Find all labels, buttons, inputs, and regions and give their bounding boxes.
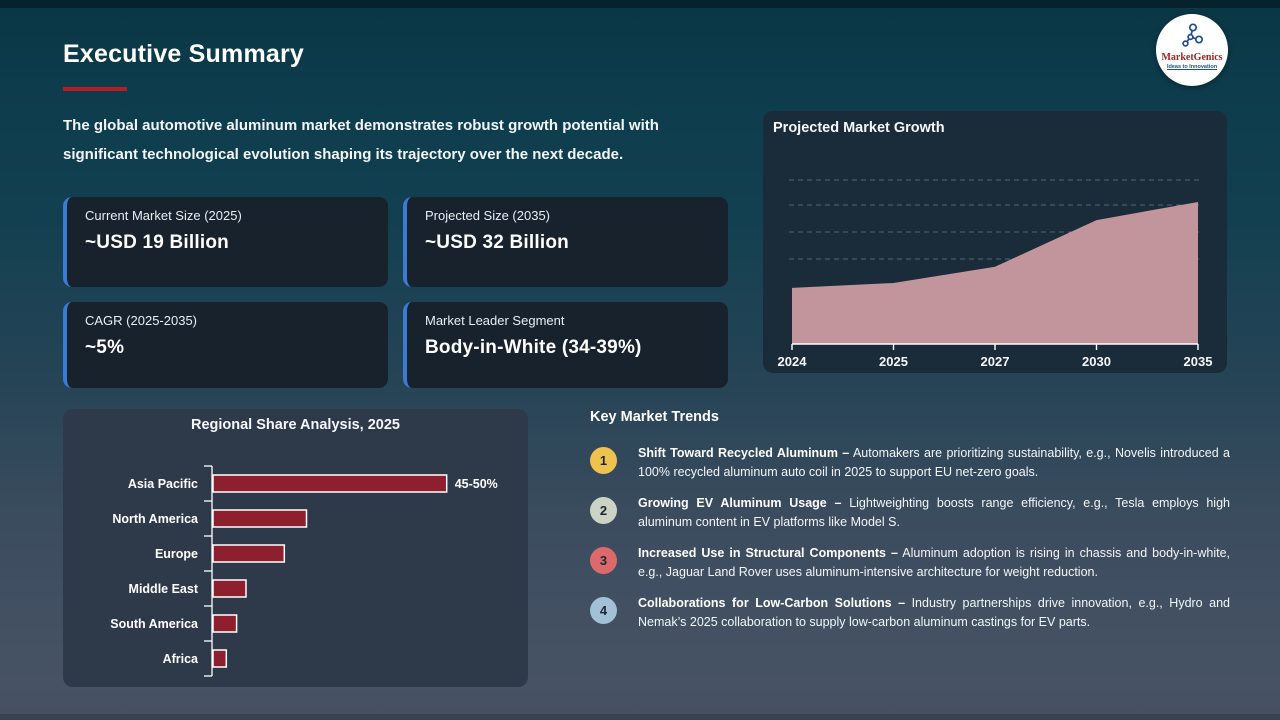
regional-share-bar-chart: Asia Pacific 45-50% North America Europe Mid…	[110, 465, 498, 677]
kpi-value: ~5%	[85, 337, 125, 358]
trend-text: Shift Toward Recycled Aluminum – Automak…	[638, 444, 1230, 481]
kpi-label: Current Market Size (2025)	[85, 208, 242, 223]
kpi-card-market-leader-segment: Market Leader Segment Body-in-White (34-…	[403, 302, 728, 388]
page-title: Executive Summary	[63, 40, 305, 68]
bar-category-label: South America	[110, 617, 199, 631]
key-market-trends-section: Key Market Trends 1 Shift Toward Recycle…	[590, 409, 1230, 644]
trend-number-badge: 1	[590, 447, 617, 474]
logo-tagline: Ideas to Innovation	[1166, 64, 1218, 70]
trend-item-2: 2 Growing EV Aluminum Usage – Lightweigh…	[590, 494, 1230, 531]
trend-text: Collaborations for Low-Carbon Solutions …	[638, 594, 1230, 631]
kpi-label: Market Leader Segment	[425, 313, 565, 328]
x-tick-label: 2025	[879, 354, 908, 369]
bar-africa	[212, 649, 228, 668]
bar-category-label: North America	[112, 512, 199, 526]
bar-category-label: Africa	[163, 652, 199, 666]
trend-text: Increased Use in Structural Components –…	[638, 544, 1230, 581]
trend-number-badge: 4	[590, 597, 617, 624]
growth-chart-title: Projected Market Growth	[773, 120, 945, 136]
bar-north-america	[212, 509, 308, 528]
x-tick-label: 2030	[1082, 354, 1111, 369]
trend-body: Industry partnerships drive innovation, …	[638, 596, 1231, 629]
kpi-label: Projected Size (2035)	[425, 208, 551, 223]
trend-number-badge: 2	[590, 497, 617, 524]
top-edge-strip	[0, 0, 1280, 8]
trend-heading: Growing EV Aluminum Usage –	[638, 496, 842, 510]
bar-middle-east	[212, 579, 247, 598]
bar-south-america	[212, 614, 238, 633]
kpi-value: ~USD 19 Billion	[85, 232, 229, 253]
trend-body: Lightweighting boosts range efficiency, …	[638, 496, 1230, 529]
projected-growth-area-chart: 2024 2025 2027 2030 2035	[778, 179, 1213, 369]
kpi-card-current-market-size: Current Market Size (2025) ~USD 19 Billi…	[63, 197, 388, 287]
bar-asia-pacific	[212, 474, 448, 493]
projected-market-growth-panel: Projected Market Growth 2024 2025 2027 2030…	[763, 111, 1227, 373]
regional-share-panel: Regional Share Analysis, 2025 Asia Pacif…	[63, 409, 528, 687]
trend-item-4: 4 Collaborations for Low-Carbon Solution…	[590, 594, 1230, 631]
bar-europe	[212, 544, 286, 563]
trends-title: Key Market Trends	[590, 409, 719, 425]
trend-body: Aluminum adoption is rising in chassis a…	[638, 546, 1230, 579]
x-tick-label: 2027	[981, 354, 1010, 369]
bar-chart-title: Regional Share Analysis, 2025	[190, 417, 400, 433]
trend-number-badge: 3	[590, 547, 617, 574]
marketgenics-logo: MarketGenics Ideas to Innovation	[1156, 14, 1228, 86]
trend-text: Growing EV Aluminum Usage – Lightweighti…	[638, 494, 1230, 531]
kpi-card-cagr: CAGR (2025-2035) ~5%	[63, 302, 388, 388]
molecule-network-icon	[1182, 23, 1204, 47]
x-tick-label: 2035	[1184, 354, 1213, 369]
kpi-card-projected-size: Projected Size (2035) ~USD 32 Billion	[403, 197, 728, 287]
area-series	[792, 202, 1198, 344]
bar-category-label: Asia Pacific	[128, 477, 198, 491]
x-tick-label: 2024	[778, 354, 808, 369]
trend-heading: Collaborations for Low-Carbon Solutions …	[638, 596, 906, 610]
bar-value-label: 45-50%	[455, 477, 498, 491]
trend-heading: Increased Use in Structural Components –	[638, 546, 898, 560]
trend-body: Automakers are prioritizing sustainabili…	[638, 446, 1230, 479]
bar-category-label: Middle East	[129, 582, 199, 596]
bar-category-label: Europe	[155, 547, 198, 561]
title-underline	[63, 87, 127, 91]
trend-item-3: 3 Increased Use in Structural Components…	[590, 544, 1230, 581]
kpi-value: Body-in-White (34-39%)	[425, 337, 642, 358]
trend-item-1: 1 Shift Toward Recycled Aluminum – Autom…	[590, 444, 1230, 481]
logo-brand-text: MarketGenics	[1161, 52, 1223, 63]
trend-heading: Shift Toward Recycled Aluminum –	[638, 446, 850, 460]
kpi-value: ~USD 32 Billion	[425, 232, 569, 253]
bottom-edge-strip	[0, 714, 1280, 720]
kpi-label: CAGR (2025-2035)	[85, 313, 197, 328]
intro-paragraph: The global automotive aluminum market de…	[63, 117, 659, 163]
